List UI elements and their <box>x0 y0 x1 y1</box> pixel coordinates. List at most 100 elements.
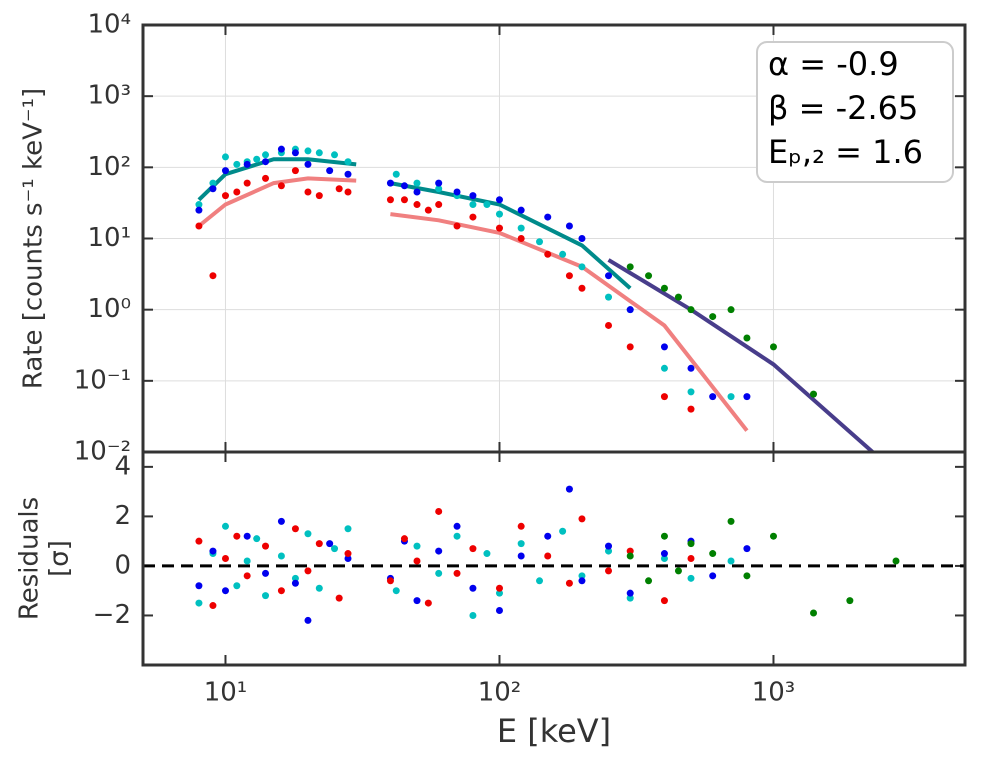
data-point <box>495 584 503 592</box>
data-point <box>495 210 503 218</box>
data-point <box>326 540 334 548</box>
data-point <box>495 196 503 204</box>
y-tick-label: 10⁻¹ <box>74 365 131 395</box>
data-point <box>605 567 613 575</box>
data-point <box>469 201 477 209</box>
data-point <box>326 167 334 175</box>
data-point <box>386 179 394 187</box>
data-point <box>727 557 735 565</box>
data-point <box>626 552 634 560</box>
y-tick-label: 2 <box>114 501 131 531</box>
data-point <box>517 206 525 214</box>
data-point <box>517 224 525 232</box>
data-point <box>660 597 668 605</box>
data-point <box>810 609 818 617</box>
data-point <box>544 250 552 258</box>
annotation: β = -2.65 <box>768 89 918 127</box>
y-tick-label: 10⁰ <box>87 294 131 324</box>
data-point <box>291 167 299 175</box>
data-point <box>469 545 477 553</box>
data-point <box>195 537 203 545</box>
data-point <box>892 557 900 565</box>
data-point <box>846 597 854 605</box>
data-point <box>262 174 270 182</box>
data-point <box>315 149 323 157</box>
data-point <box>262 569 270 577</box>
annotation: Eₚ,₂ = 1.6 <box>768 133 923 171</box>
data-point <box>743 334 751 342</box>
data-point <box>469 192 477 200</box>
model-line <box>197 157 632 290</box>
data-point <box>209 602 217 610</box>
data-point <box>209 272 217 280</box>
y-axis-label: Rate [counts s⁻¹ keV⁻¹] <box>19 88 49 389</box>
data-point <box>435 185 443 193</box>
data-point <box>195 599 203 607</box>
data-point <box>315 584 323 592</box>
x-tick-label: 10³ <box>752 678 796 708</box>
data-point <box>435 507 443 515</box>
data-point <box>344 525 352 533</box>
data-point <box>424 599 432 607</box>
data-point <box>315 192 323 200</box>
y-tick-label: 10⁻² <box>74 437 131 467</box>
annotation: α = -0.9 <box>768 45 899 83</box>
data-point <box>344 188 352 196</box>
data-point <box>687 555 695 562</box>
data-point <box>626 343 634 351</box>
data-point <box>743 393 751 401</box>
y-tick-label: 0 <box>114 550 131 580</box>
data-point <box>578 572 586 580</box>
data-point <box>565 485 573 493</box>
data-point <box>195 222 203 230</box>
data-point <box>743 572 751 580</box>
data-point <box>243 557 251 565</box>
data-point <box>392 170 400 178</box>
data-point <box>453 188 461 196</box>
data-point <box>331 151 339 159</box>
data-point <box>565 579 573 587</box>
data-point <box>727 393 735 401</box>
data-point <box>453 532 461 540</box>
data-point <box>578 515 586 523</box>
data-point <box>291 149 299 157</box>
data-point <box>578 263 586 271</box>
data-point <box>645 577 653 585</box>
y-tick-label: −2 <box>93 600 131 630</box>
x-tick-label: 10² <box>478 678 522 708</box>
data-point <box>277 182 285 190</box>
data-point <box>262 542 270 550</box>
x-axis-label: E [keV] <box>497 712 611 750</box>
data-point <box>209 185 217 193</box>
axes-frame <box>141 450 967 667</box>
data-point <box>495 224 503 232</box>
y-tick-label: 10¹ <box>87 223 131 253</box>
data-point <box>544 552 552 560</box>
model-line <box>607 258 874 452</box>
data-point <box>453 569 461 577</box>
data-point <box>517 522 525 530</box>
data-point <box>413 542 421 550</box>
data-point <box>517 235 525 242</box>
data-point <box>709 313 717 321</box>
data-point <box>626 594 634 602</box>
data-point <box>195 201 203 209</box>
data-point <box>483 550 491 558</box>
data-point <box>469 611 477 619</box>
data-point <box>209 547 217 555</box>
y-tick-label: 10⁴ <box>87 10 131 40</box>
y-tick-label: 4 <box>114 451 131 481</box>
data-point <box>517 540 525 548</box>
data-point <box>335 594 343 602</box>
data-point <box>400 535 408 543</box>
data-point <box>660 343 668 351</box>
data-point <box>544 532 552 540</box>
data-point <box>413 201 421 209</box>
data-point <box>221 192 229 200</box>
data-point <box>687 405 695 413</box>
model-line <box>197 176 749 432</box>
data-point <box>221 522 229 530</box>
data-point <box>221 153 229 161</box>
data-point <box>221 555 229 562</box>
